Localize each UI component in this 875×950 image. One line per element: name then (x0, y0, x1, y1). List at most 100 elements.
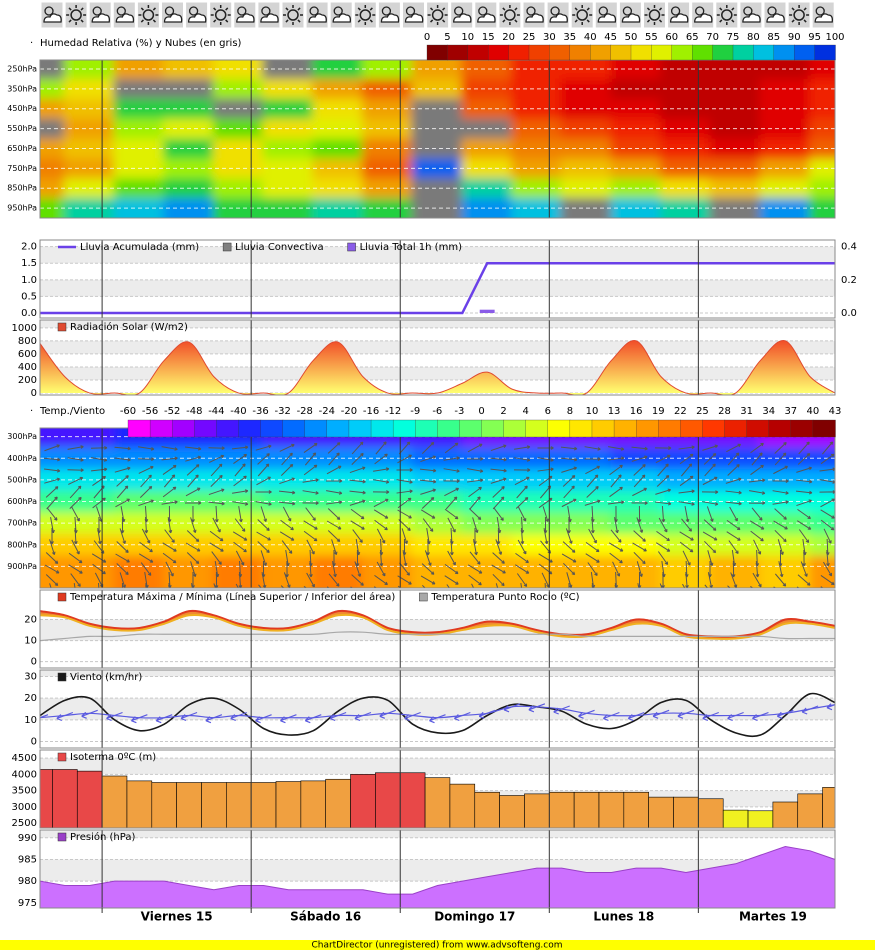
wind-arrow (677, 709, 695, 719)
weather-icon (570, 1, 594, 29)
bar (698, 798, 724, 828)
wind-arrow (444, 508, 459, 520)
panel: 0.0 0.5 1.0 1.5 2.0 0.0 0.2 0.4 Lluvia Acumulada… (21, 239, 857, 319)
plot-border (39, 829, 836, 909)
wind-arrow (140, 562, 152, 576)
wind-arrow (657, 463, 669, 477)
colorbar-label: 60 (665, 32, 678, 43)
bar (226, 782, 252, 828)
wind-arrow (478, 709, 496, 719)
wind-arrow (404, 711, 421, 722)
wind-arrow (379, 549, 384, 567)
wind-arrow (185, 487, 201, 497)
legend-label: Temperatura Máxima / Mínima (Línea Super… (69, 591, 395, 603)
wind-arrow (303, 520, 318, 530)
wind-arrow (466, 457, 484, 461)
plot-border (39, 239, 836, 319)
wind-arrow (472, 517, 479, 533)
heat-cell (759, 60, 812, 80)
legend-label: Lluvia Acumulada (mm) (80, 242, 199, 253)
bar (772, 801, 799, 828)
heat-cell (709, 60, 762, 80)
heat-cell (40, 512, 66, 535)
icon-ray (80, 7, 84, 11)
icon-cloud (308, 13, 327, 23)
heat-cell (113, 158, 166, 180)
wind-arrow (563, 562, 576, 576)
y-tick-label: 450hPa (7, 104, 37, 113)
wind-arrow (421, 563, 435, 575)
heat-cell (40, 60, 66, 80)
weather-icon (739, 1, 763, 29)
wind-arrow (325, 479, 343, 483)
wind-arrow (69, 496, 82, 509)
colorbar-label: 80 (747, 32, 760, 43)
wind-arrow (426, 538, 430, 556)
wind-arrow (399, 562, 410, 576)
legend-symbol (57, 832, 67, 842)
wind-arrow (658, 517, 668, 533)
wind-arrow (68, 476, 84, 485)
colorbar-cell (459, 419, 483, 438)
icon-ray (719, 19, 723, 23)
icon-sun (648, 9, 661, 21)
wind-arrow (749, 520, 765, 530)
heat-cell (411, 78, 464, 100)
wind-arrow (209, 542, 224, 552)
heat-cell (312, 98, 364, 120)
wind-arrow (528, 703, 546, 713)
heat-cell (212, 158, 265, 180)
heat-cell (40, 555, 66, 588)
wind-arrow (561, 553, 577, 563)
wind-arrow (92, 497, 106, 509)
icon-ray (213, 7, 217, 11)
wind-arrow (632, 542, 647, 552)
icon-ray (442, 7, 446, 11)
heat-cell (113, 178, 166, 200)
wind-arrow (591, 582, 593, 588)
wind-arrow (279, 531, 295, 541)
wind-arrow (495, 539, 503, 555)
wind-arrow (373, 509, 389, 519)
wind-arrow (208, 446, 225, 451)
icon-ray (297, 7, 301, 11)
wind-arrow (614, 517, 619, 534)
bar (479, 309, 495, 314)
wind-arrow (309, 560, 313, 578)
wind-arrow (773, 520, 788, 530)
heat-cell (461, 158, 514, 180)
wind-arrow (396, 479, 413, 484)
wind-arrow (190, 517, 197, 533)
weather-icon (643, 1, 666, 29)
wind-arrow (187, 474, 199, 488)
heat-cell (163, 555, 215, 588)
wind-arrow (586, 486, 599, 498)
bar (375, 772, 401, 828)
colorbar-label: -9 (410, 406, 420, 417)
grid-band (40, 758, 835, 775)
heat-cell (63, 555, 116, 588)
wind-arrow (114, 446, 131, 451)
colorbar-cell (636, 419, 659, 438)
wind-arrow (567, 516, 571, 534)
heat-cell (560, 60, 613, 80)
colorbar-label: 4 (523, 406, 529, 417)
colorbar-cell (746, 419, 770, 438)
wind-arrow (162, 464, 177, 476)
icon-cloud (187, 13, 207, 23)
colorbar-label: 2 (500, 406, 506, 417)
heat-cell (759, 158, 812, 180)
wind-arrow (116, 485, 129, 499)
wind-arrow (610, 474, 622, 488)
y-tick-label: 0 (31, 657, 37, 668)
bar (747, 810, 774, 828)
wind-arrow (443, 456, 460, 461)
weather-icon (546, 1, 570, 29)
icon-sun (44, 6, 54, 16)
heat-cell (40, 178, 66, 200)
wind-arrow (443, 479, 460, 483)
wind-arrow (563, 485, 575, 499)
heat-cell (809, 138, 835, 160)
icon-cloud (549, 13, 568, 23)
